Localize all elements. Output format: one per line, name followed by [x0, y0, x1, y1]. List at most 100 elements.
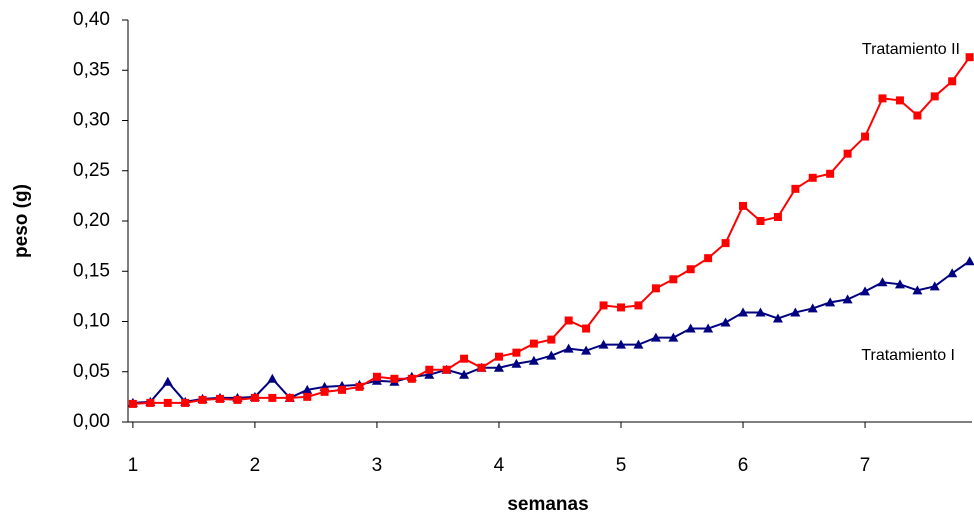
y-tick-label: 0,35: [73, 59, 110, 80]
x-tick-label: 1: [128, 455, 139, 476]
marker: [826, 169, 835, 178]
marker: [772, 313, 783, 323]
marker: [582, 324, 591, 333]
y-tick-label: 0,30: [73, 110, 110, 131]
x-tick-label: 5: [616, 455, 627, 476]
marker: [685, 323, 696, 333]
marker: [755, 307, 766, 317]
marker: [216, 394, 225, 403]
marker: [861, 132, 870, 141]
marker: [162, 376, 173, 386]
marker: [738, 307, 749, 317]
marker: [493, 362, 504, 372]
marker: [338, 385, 347, 394]
marker: [564, 316, 573, 325]
marker: [615, 339, 626, 349]
marker: [372, 372, 381, 381]
y-tick-label: 0,10: [73, 311, 110, 332]
marker: [686, 265, 695, 274]
x-tick-label: 2: [250, 455, 261, 476]
marker: [425, 365, 434, 374]
marker: [877, 277, 888, 287]
marker: [494, 352, 503, 361]
marker: [528, 355, 539, 365]
series-label: Tratamiento II: [862, 41, 960, 58]
x-axis-title: semanas: [507, 494, 588, 515]
marker: [912, 285, 923, 295]
marker: [756, 217, 765, 225]
marker: [721, 239, 730, 248]
x-tick-label: 7: [860, 455, 871, 476]
y-tick-label: 0,25: [73, 160, 110, 181]
marker: [442, 365, 451, 374]
marker: [947, 268, 958, 278]
marker: [459, 369, 470, 379]
marker: [633, 339, 644, 349]
marker: [616, 303, 625, 312]
series-line: [132, 260, 971, 404]
marker: [303, 392, 312, 401]
x-tick-label: 3: [372, 455, 383, 476]
marker: [720, 317, 731, 327]
marker: [878, 94, 887, 103]
marker: [965, 53, 974, 62]
y-tick-label: 0,15: [73, 260, 110, 281]
marker: [948, 77, 957, 86]
marker: [598, 339, 609, 349]
marker: [320, 387, 329, 396]
marker: [581, 345, 592, 355]
y-tick-label: 0,20: [73, 210, 110, 231]
marker: [894, 279, 905, 289]
marker: [790, 307, 801, 317]
marker: [512, 348, 521, 357]
marker: [703, 323, 714, 333]
marker: [424, 369, 435, 379]
marker: [302, 384, 313, 394]
marker: [704, 254, 713, 263]
marker: [198, 395, 207, 404]
marker: [511, 358, 522, 368]
marker: [739, 201, 748, 210]
marker: [808, 173, 817, 182]
y-tick-label: 0,40: [73, 9, 110, 30]
marker: [668, 332, 679, 342]
marker: [460, 354, 469, 363]
marker: [547, 335, 556, 344]
marker: [843, 149, 852, 158]
marker: [651, 284, 660, 293]
marker: [285, 393, 294, 402]
series-label: Tratamiento I: [861, 347, 955, 364]
marker: [791, 184, 800, 193]
marker: [563, 343, 574, 353]
x-tick-label: 6: [738, 455, 749, 476]
marker: [390, 374, 399, 383]
marker: [529, 339, 538, 348]
marker: [964, 256, 974, 266]
x-tick-label: 4: [494, 455, 505, 476]
marker: [407, 374, 416, 383]
marker: [895, 96, 904, 105]
marker: [930, 92, 939, 101]
marker: [825, 297, 836, 307]
y-tick-label: 0,05: [73, 361, 110, 382]
marker: [929, 281, 940, 291]
marker: [146, 398, 155, 407]
marker: [669, 275, 678, 284]
marker: [128, 399, 137, 408]
y-axis-title: peso (g): [11, 184, 32, 258]
marker: [355, 382, 364, 391]
marker: [913, 111, 922, 120]
marker: [250, 393, 259, 402]
marker: [233, 395, 242, 404]
marker: [477, 363, 486, 372]
marker: [267, 373, 278, 383]
marker: [546, 350, 557, 360]
y-tick-label: 0,00: [73, 411, 110, 432]
marker: [268, 393, 277, 402]
marker: [634, 301, 643, 310]
marker: [599, 301, 608, 310]
marker: [650, 332, 661, 342]
marker: [807, 303, 818, 313]
marker: [181, 398, 190, 407]
